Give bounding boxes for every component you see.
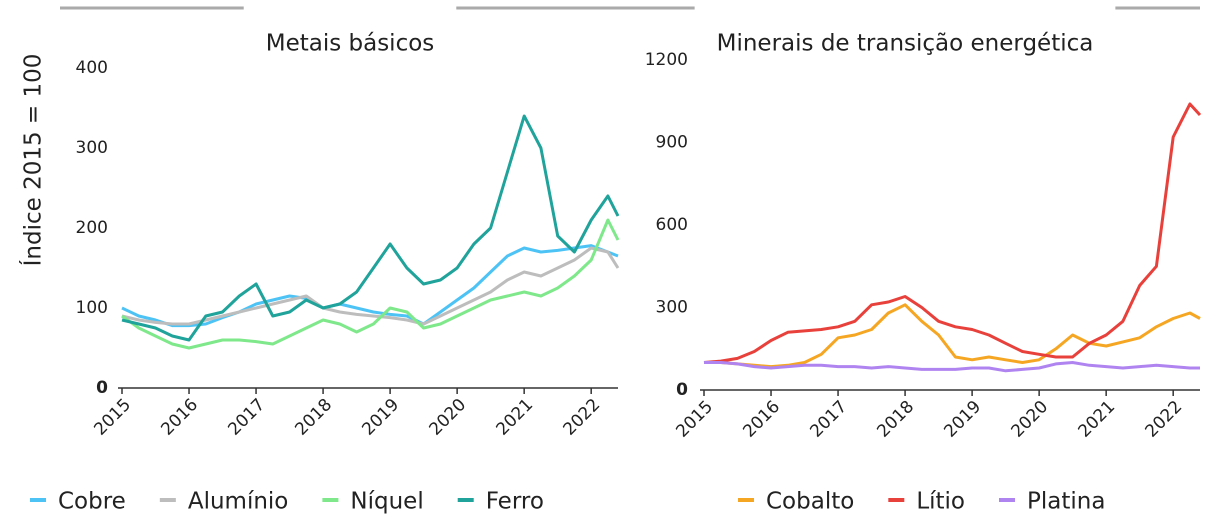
y-tick-label: 400 bbox=[76, 58, 108, 78]
legend-label: Alumínio bbox=[188, 489, 289, 515]
series-line bbox=[121, 244, 619, 328]
x-tick-label: 2015 bbox=[90, 395, 135, 440]
y-tick-label: 200 bbox=[76, 218, 108, 238]
x-tick-label: 2016 bbox=[157, 395, 202, 440]
series-line bbox=[121, 114, 620, 342]
x-tick-label: 2020 bbox=[1007, 397, 1052, 442]
x-tick-label: 2019 bbox=[940, 397, 985, 442]
y-tick-label: 300 bbox=[76, 138, 108, 158]
x-tick-label: 2021 bbox=[492, 395, 537, 440]
x-tick-label: 2021 bbox=[1074, 397, 1119, 442]
legend-label: Lítio bbox=[916, 489, 965, 515]
series-line bbox=[121, 218, 620, 350]
legend-label: Cobalto bbox=[766, 489, 854, 515]
legend-label: Níquel bbox=[350, 489, 423, 515]
y-tick-label: 1200 bbox=[645, 50, 688, 70]
legend-label: Platina bbox=[1027, 489, 1105, 515]
legend-label: Ferro bbox=[486, 489, 544, 515]
title-box bbox=[694, 0, 1116, 66]
x-tick-label: 2016 bbox=[739, 397, 784, 442]
chart-title: Metais básicos bbox=[266, 31, 435, 57]
legend-label: Cobre bbox=[58, 489, 126, 515]
series-line bbox=[704, 361, 1200, 373]
chart-title: Minerais de transição energética bbox=[717, 31, 1094, 57]
series-line bbox=[121, 246, 620, 326]
x-tick-label: 2017 bbox=[224, 395, 269, 440]
x-tick-label: 2022 bbox=[1142, 397, 1187, 442]
y-tick-label: 600 bbox=[656, 215, 688, 235]
series-line bbox=[703, 102, 1202, 364]
y-tick-label: 900 bbox=[656, 133, 688, 153]
y-tick-label: 300 bbox=[656, 298, 688, 318]
title-box bbox=[243, 0, 457, 66]
x-tick-label: 2020 bbox=[425, 395, 470, 440]
y-tick-label: 100 bbox=[76, 298, 108, 318]
x-tick-label: 2018 bbox=[873, 397, 918, 442]
x-tick-label: 2015 bbox=[672, 397, 717, 442]
y-tick-label: 0 bbox=[676, 380, 688, 400]
x-tick-label: 2017 bbox=[806, 397, 851, 442]
x-tick-label: 2022 bbox=[560, 395, 605, 440]
x-tick-label: 2019 bbox=[358, 395, 403, 440]
y-axis-label: Índice 2015 = 100 bbox=[19, 54, 47, 267]
x-tick-label: 2018 bbox=[291, 395, 336, 440]
y-tick-label: 0 bbox=[96, 378, 108, 398]
